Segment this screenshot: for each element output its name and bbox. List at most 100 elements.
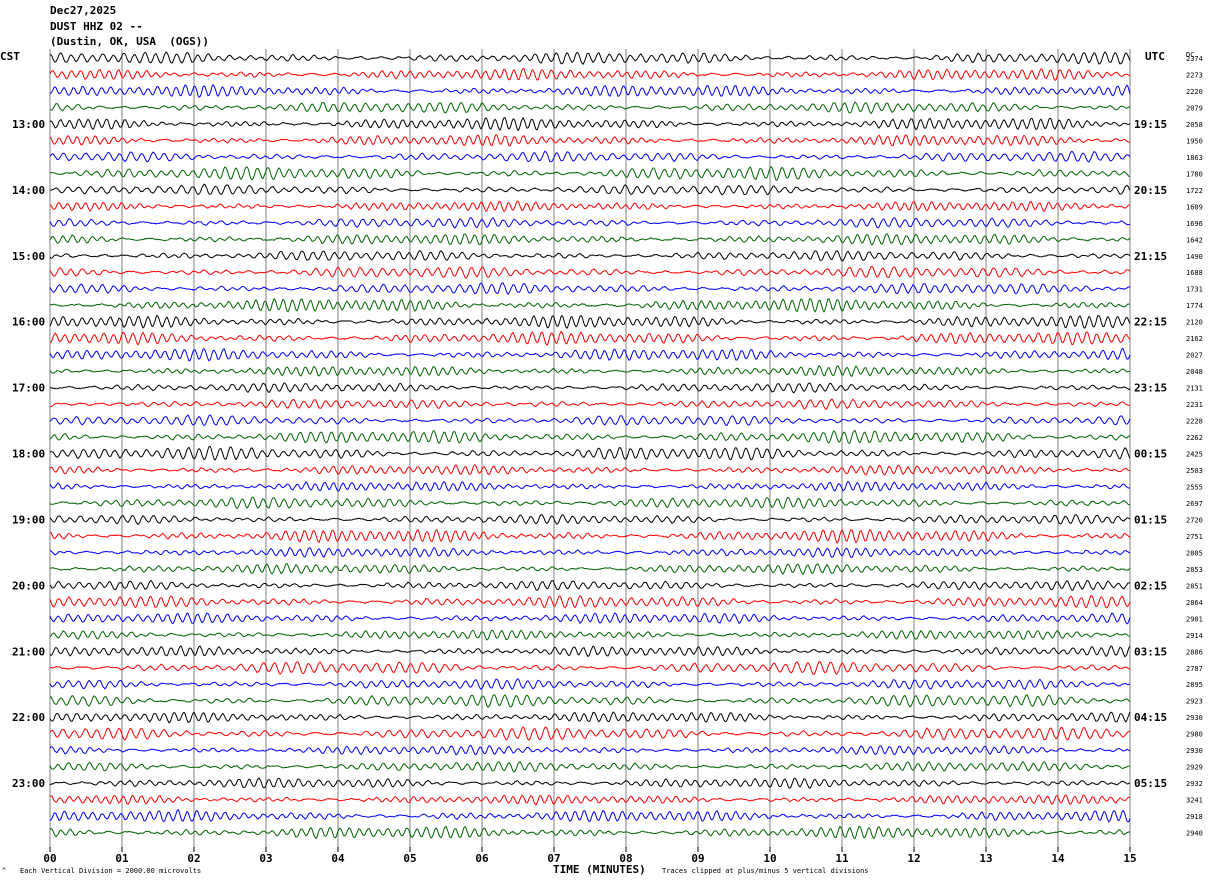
cst-hour-label: 19:00 [12, 513, 45, 526]
trace-row [49, 265, 1131, 279]
dc-offset-label: 2027 [1186, 352, 1203, 360]
trace-row [49, 365, 1131, 377]
cst-hour-label: 15:00 [12, 250, 45, 263]
x-tick-label: 10 [763, 852, 776, 865]
dc-offset-label: 2503 [1186, 467, 1203, 475]
dc-offset-label: 2940 [1186, 830, 1203, 838]
x-tick-label: 09 [691, 852, 704, 865]
x-tick-label: 00 [43, 852, 56, 865]
dc-offset-label: 2914 [1186, 632, 1203, 640]
trace-row [49, 726, 1131, 741]
dc-offset-label: 2555 [1186, 483, 1203, 491]
dc-offset-label: 2980 [1186, 731, 1203, 739]
dc-offset-label: 2425 [1186, 451, 1203, 459]
seismic-traces [49, 51, 1131, 840]
x-tick-label: 07 [547, 852, 560, 865]
chart-date: Dec27,2025 [50, 4, 117, 17]
x-tick-label: 12 [907, 852, 920, 865]
x-tick-label: 11 [835, 852, 849, 865]
trace-row [50, 297, 1131, 313]
trace-row [49, 51, 1131, 66]
footer-marker: ^ [2, 867, 7, 875]
trace-row [49, 496, 1131, 510]
dc-offset-label: 1696 [1186, 220, 1203, 228]
utc-hour-label: 22:15 [1134, 316, 1167, 329]
utc-hour-label: 00:15 [1134, 448, 1167, 461]
chart-location: (Dustin, OK, USA (OGS)) [50, 35, 209, 48]
utc-hour-labels: 19:15 20:15 21:15 22:15 23:15 00:15 01:15 02:15… [1134, 118, 1167, 790]
dc-offset-label: 2930 [1186, 714, 1203, 722]
cst-hour-label: 14:00 [12, 184, 45, 197]
trace-row [49, 165, 1131, 181]
dc-offset-label: 2932 [1186, 780, 1203, 788]
trace-row [49, 528, 1131, 544]
trace-row [49, 83, 1131, 98]
trace-row [49, 429, 1131, 445]
utc-hour-label: 20:15 [1134, 184, 1167, 197]
trace-row [49, 711, 1131, 724]
dc-offset-label: 2697 [1186, 500, 1203, 508]
cst-hour-label: 21:00 [12, 645, 45, 658]
trace-row [49, 744, 1131, 756]
dc-offset-label: 2220 [1186, 88, 1203, 96]
utc-hour-label: 04:15 [1134, 711, 1167, 724]
trace-row [49, 249, 1131, 262]
dc-offset-labels: 2374 2273 2220 2079 2058 1950 1863 1780 1722 1609… [1186, 55, 1203, 838]
trace-row [49, 594, 1131, 609]
trace-row [49, 398, 1131, 411]
dc-offset-label: 1642 [1186, 236, 1203, 244]
trace-row [49, 183, 1131, 196]
x-tick-label: 15 [1123, 852, 1136, 865]
dc-offset-label: 2895 [1186, 681, 1203, 689]
trace-row [49, 794, 1131, 806]
trace-row [49, 480, 1131, 493]
x-tick-label: 08 [619, 852, 632, 865]
cst-hour-label: 22:00 [12, 711, 45, 724]
dc-offset-label: 2864 [1186, 599, 1203, 607]
dc-offset-label: 2720 [1186, 516, 1203, 524]
scale-note: Each Vertical Division = 2000.00 microvo… [20, 867, 202, 875]
trace-row [49, 347, 1131, 362]
dc-offset-label: 1688 [1186, 269, 1203, 277]
dc-offset-label: 1780 [1186, 170, 1203, 178]
dc-offset-label: 2805 [1186, 549, 1203, 557]
trace-row [49, 777, 1131, 789]
cst-hour-label: 23:00 [12, 777, 45, 790]
dc-offset-label: 1609 [1186, 203, 1203, 211]
utc-hour-label: 23:15 [1134, 382, 1167, 395]
trace-row [49, 282, 1131, 295]
trace-row [49, 133, 1131, 147]
chart-station: DUST HHZ 02 -- [50, 20, 143, 33]
trace-row [49, 314, 1131, 329]
trace-row [49, 67, 1131, 82]
cst-hour-label: 18:00 [12, 448, 45, 461]
dc-offset-label: 2048 [1186, 368, 1203, 376]
dc-offset-label: 2886 [1186, 648, 1203, 656]
x-axis-ticks: 00 01 02 03 04 05 06 07 08 09 10 11 12 13 14 15 [43, 847, 1137, 865]
trace-row [49, 117, 1131, 132]
x-tick-label: 03 [259, 852, 272, 865]
trace-row [49, 217, 1131, 229]
trace-row [49, 660, 1131, 676]
cst-hour-label: 17:00 [12, 382, 45, 395]
dc-offset-label: 2923 [1186, 698, 1203, 706]
left-timezone-label: CST [0, 50, 20, 63]
dc-offset-label: 1950 [1186, 137, 1203, 145]
dc-offset-label: 2787 [1186, 665, 1203, 673]
trace-row [49, 414, 1131, 427]
dc-offset-label: 1490 [1186, 253, 1203, 261]
dc-offset-label: 2751 [1186, 533, 1203, 541]
dc-offset-label: 2273 [1186, 71, 1203, 79]
x-tick-label: 06 [475, 852, 489, 865]
trace-row [49, 445, 1131, 461]
trace-row [49, 645, 1131, 658]
trace-row [49, 513, 1131, 526]
dc-offset-label: 2120 [1186, 319, 1203, 327]
dc-offset-label: 2851 [1186, 582, 1203, 590]
dc-offset-label: 3241 [1186, 797, 1203, 805]
dc-offset-label: 1774 [1186, 302, 1203, 310]
trace-row [49, 629, 1131, 641]
x-axis-title: TIME (MINUTES) [553, 863, 646, 876]
dc-offset-label: 2231 [1186, 401, 1203, 409]
clip-note: Traces clipped at plus/minus 5 vertical … [662, 867, 869, 875]
